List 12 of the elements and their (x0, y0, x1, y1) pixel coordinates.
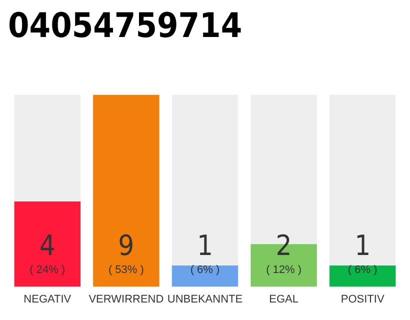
x-tick-label: UNBEKANNTE (167, 293, 243, 306)
x-tick-label: NEGATIV (24, 293, 72, 306)
bar (172, 265, 238, 287)
bar (330, 265, 396, 287)
x-tick-label: POSITIV (340, 293, 385, 306)
x-tick-label: EGAL (269, 293, 298, 306)
chart-title: 04054759714 (8, 6, 242, 46)
data-label: 4 ( 24% ) (30, 228, 66, 276)
data-label: 1 ( 6% ) (190, 228, 220, 276)
x-tick-label: VERWIRREND (88, 293, 164, 306)
data-label: 1 ( 6% ) (348, 228, 378, 276)
data-label: 9 ( 53% ) (108, 228, 144, 276)
